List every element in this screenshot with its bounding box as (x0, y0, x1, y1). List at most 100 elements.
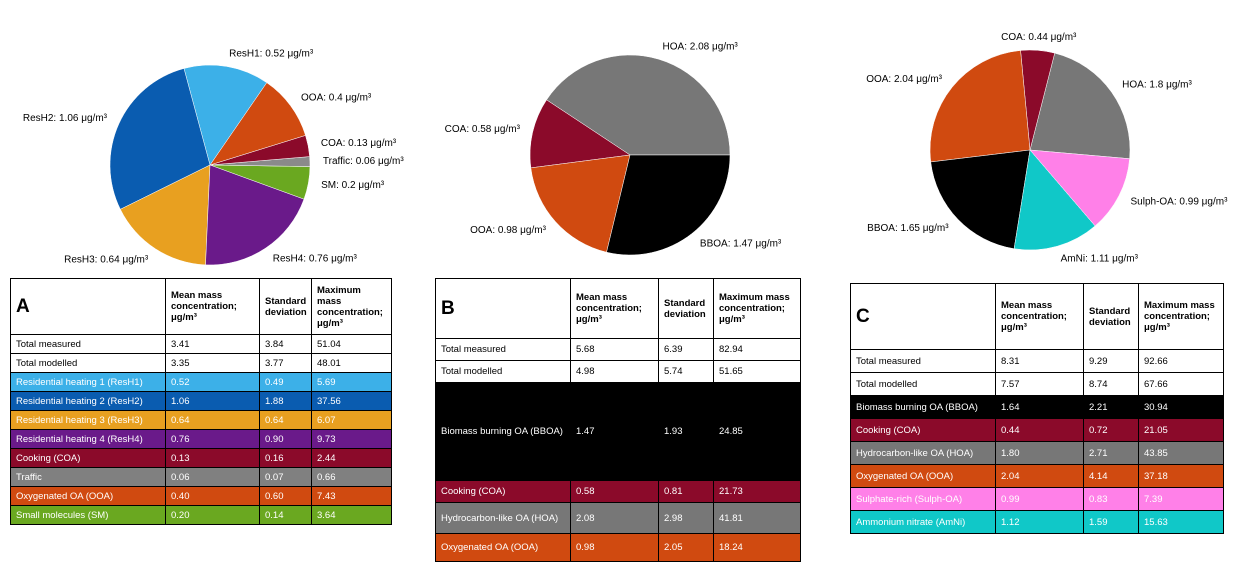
table-row: Total modelled 7.57 8.74 67.66 (850, 372, 1224, 396)
table-cell: 2.04 (995, 464, 1084, 488)
data-table: B Mean mass concentration; μg/m³ Standard … (435, 278, 801, 562)
table-cell: 4.98 (570, 360, 659, 383)
table-cell: Hydrocarbon-like OA (HOA) (435, 502, 571, 534)
table-row: Total modelled 4.98 5.74 51.65 (435, 360, 801, 383)
table-cell: 0.90 (259, 429, 312, 449)
table-row: Residential heating 2 (ResH2) 1.06 1.88 37.… (10, 391, 392, 411)
table-row: Ammonium nitrate (AmNi) 1.12 1.59 15.63 (850, 510, 1224, 534)
table-cell: 15.63 (1138, 510, 1224, 534)
pie-slice (929, 50, 1031, 163)
table-cell: 0.49 (259, 372, 312, 392)
table-row: Cooking (COA) 0.58 0.81 21.73 (435, 480, 801, 503)
column-header: Maximum mass concentration; μg/m³ (713, 278, 801, 339)
data-table: C Mean mass concentration; μg/m³ Standard … (850, 283, 1224, 534)
table-cell: Small molecules (SM) (10, 505, 166, 525)
table-cell: 0.64 (165, 410, 260, 430)
table-row: Hydrocarbon-like OA (HOA) 1.80 2.71 43.85 (850, 441, 1224, 465)
table-cell: Biomass burning OA (BBOA) (435, 382, 571, 481)
table-cell: Total modelled (850, 372, 996, 396)
table-cell: 5.74 (658, 360, 714, 383)
table-cell: 41.81 (713, 502, 801, 534)
table-cell: 3.77 (259, 353, 312, 373)
table-cell: 0.14 (259, 505, 312, 525)
table-row: Oxygenated OA (OOA) 0.98 2.05 18.24 (435, 533, 801, 562)
table-cell: 82.94 (713, 338, 801, 361)
table-cell: 51.04 (311, 334, 392, 354)
table-cell: Total modelled (10, 353, 166, 373)
table-row: Oxygenated OA (OOA) 0.40 0.60 7.43 (10, 486, 392, 506)
table-cell: 6.07 (311, 410, 392, 430)
table-cell: 0.20 (165, 505, 260, 525)
slice-label: Sulph-OA: 0.99 μg/m³ (1131, 196, 1229, 207)
table-row: Traffic 0.06 0.07 0.66 (10, 467, 392, 487)
slice-label: OOA: 0.98 μg/m³ (470, 225, 546, 236)
table-row: Residential heating 4 (ResH4) 0.76 0.90 9.7… (10, 429, 392, 449)
table-cell: Traffic (10, 467, 166, 487)
table-cell: 5.69 (311, 372, 392, 392)
table-cell: 1.88 (259, 391, 312, 411)
slice-label: COA: 0.44 μg/m³ (1001, 32, 1077, 43)
table-row: Small molecules (SM) 0.20 0.14 3.64 (10, 505, 392, 525)
table-cell: Oxygenated OA (OOA) (850, 464, 996, 488)
table-row: Residential heating 3 (ResH3) 0.64 0.64 6.0… (10, 410, 392, 430)
table-cell: 0.83 (1083, 487, 1139, 511)
table-cell: 30.94 (1138, 395, 1224, 419)
table-cell: 1.47 (570, 382, 659, 481)
column-header: Mean mass concentration; μg/m³ (570, 278, 659, 339)
slice-label: OOA: 0.4 μg/m³ (301, 93, 372, 104)
table-row: Hydrocarbon-like OA (HOA) 2.08 2.98 41.81 (435, 502, 801, 534)
table-cell: Residential heating 3 (ResH3) (10, 410, 166, 430)
table-cell: Biomass burning OA (BBOA) (850, 395, 996, 419)
table-cell: Sulphate-rich (Sulph-OA) (850, 487, 996, 511)
header-row: C Mean mass concentration; μg/m³ Standard … (850, 283, 1224, 350)
pie-slice (1029, 149, 1130, 227)
table-cell: Cooking (COA) (435, 480, 571, 503)
table-row: Cooking (COA) 0.13 0.16 2.44 (10, 448, 392, 468)
table-cell: 0.81 (658, 480, 714, 503)
table-cell: Residential heating 1 (ResH1) (10, 372, 166, 392)
slice-label: ResH1: 0.52 μg/m³ (229, 48, 314, 59)
slice-label: COA: 0.58 μg/m³ (445, 124, 521, 135)
table-cell: 9.73 (311, 429, 392, 449)
column-header: Standard deviation (259, 278, 312, 335)
table-row: Cooking (COA) 0.44 0.72 21.05 (850, 418, 1224, 442)
table-cell: 0.58 (570, 480, 659, 503)
table-cell: 2.21 (1083, 395, 1139, 419)
table-cell: 1.06 (165, 391, 260, 411)
table-cell: 0.66 (311, 467, 392, 487)
pie-charts: SM: 0.2 μg/m³ Traffic: 0.06 μg/m³ COA: 0.1… (23, 32, 1229, 265)
table-row: Total modelled 3.35 3.77 48.01 (10, 353, 392, 373)
table-cell: 0.44 (995, 418, 1084, 442)
table-cell: 0.06 (165, 467, 260, 487)
table-row: Sulphate-rich (Sulph-OA) 0.99 0.83 7.39 (850, 487, 1224, 511)
table-cell: Hydrocarbon-like OA (HOA) (850, 441, 996, 465)
table-cell: 2.98 (658, 502, 714, 534)
table-cell: 0.99 (995, 487, 1084, 511)
table-cell: 0.13 (165, 448, 260, 468)
table-cell: Total measured (10, 334, 166, 354)
table-row: Biomass burning OA (BBOA) 1.47 1.93 24.85 (435, 382, 801, 481)
table-cell: 51.65 (713, 360, 801, 383)
header-row: B Mean mass concentration; μg/m³ Standard … (435, 278, 801, 339)
table-cell: 2.44 (311, 448, 392, 468)
table-cell: 7.57 (995, 372, 1084, 396)
table-cell: Cooking (COA) (850, 418, 996, 442)
table-cell: 37.56 (311, 391, 392, 411)
table-cell: 0.64 (259, 410, 312, 430)
table-row: Total measured 8.31 9.29 92.66 (850, 349, 1224, 373)
pie-slice (1013, 149, 1096, 251)
slice-label: ResH4: 0.76 μg/m³ (273, 254, 358, 265)
table-cell: 2.71 (1083, 441, 1139, 465)
table-cell: 0.72 (1083, 418, 1139, 442)
slice-label: ResH2: 1.06 μg/m³ (23, 113, 108, 124)
table-cell: 1.64 (995, 395, 1084, 419)
table-cell: 43.85 (1138, 441, 1224, 465)
table-cell: 37.18 (1138, 464, 1224, 488)
table-cell: 7.43 (311, 486, 392, 506)
table-title: A (10, 278, 166, 335)
column-header: Mean mass concentration; μg/m³ (165, 278, 260, 335)
pie-slice (529, 99, 631, 169)
table-cell: 2.05 (658, 533, 714, 562)
slice-label: Traffic: 0.06 μg/m³ (323, 156, 404, 167)
